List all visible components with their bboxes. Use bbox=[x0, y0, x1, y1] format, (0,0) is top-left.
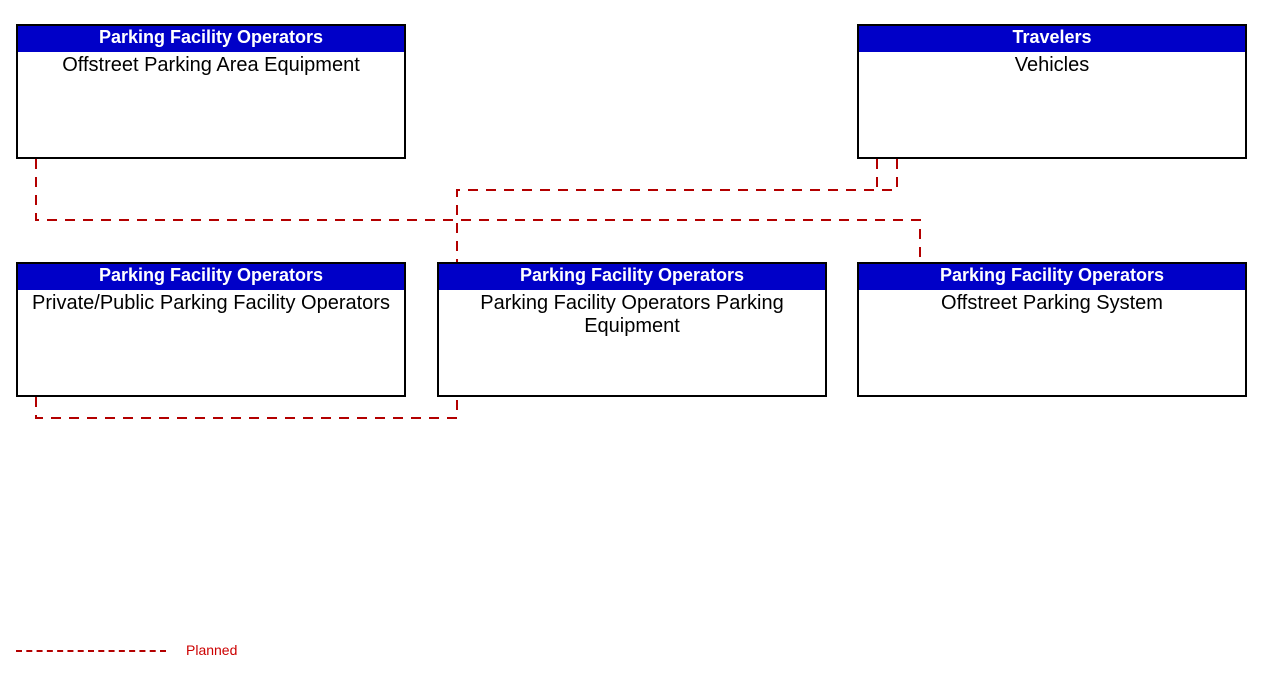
node-private-public-parking-facility-operators: Parking Facility Operators Private/Publi… bbox=[16, 262, 406, 397]
edge-n3-n4 bbox=[36, 397, 457, 418]
node-vehicles: Travelers Vehicles bbox=[857, 24, 1247, 159]
node-header: Parking Facility Operators bbox=[18, 264, 404, 290]
edge-n2-n4 bbox=[457, 159, 897, 262]
legend-label: Planned bbox=[186, 642, 237, 658]
node-offstreet-parking-system: Parking Facility Operators Offstreet Par… bbox=[857, 262, 1247, 397]
node-header: Parking Facility Operators bbox=[439, 264, 825, 290]
node-header: Parking Facility Operators bbox=[18, 26, 404, 52]
node-header: Parking Facility Operators bbox=[859, 264, 1245, 290]
edge-n1-n4 bbox=[36, 159, 920, 262]
node-body: Private/Public Parking Facility Operator… bbox=[18, 290, 404, 317]
node-body: Offstreet Parking Area Equipment bbox=[18, 52, 404, 79]
node-parking-facility-operators-parking-equipment: Parking Facility Operators Parking Facil… bbox=[437, 262, 827, 397]
legend: Planned bbox=[16, 642, 316, 662]
node-body: Offstreet Parking System bbox=[859, 290, 1245, 317]
node-header: Travelers bbox=[859, 26, 1245, 52]
node-body: Parking Facility Operators Parking Equip… bbox=[439, 290, 825, 340]
node-body: Vehicles bbox=[859, 52, 1245, 79]
legend-line bbox=[16, 650, 166, 652]
node-offstreet-parking-area-equipment: Parking Facility Operators Offstreet Par… bbox=[16, 24, 406, 159]
